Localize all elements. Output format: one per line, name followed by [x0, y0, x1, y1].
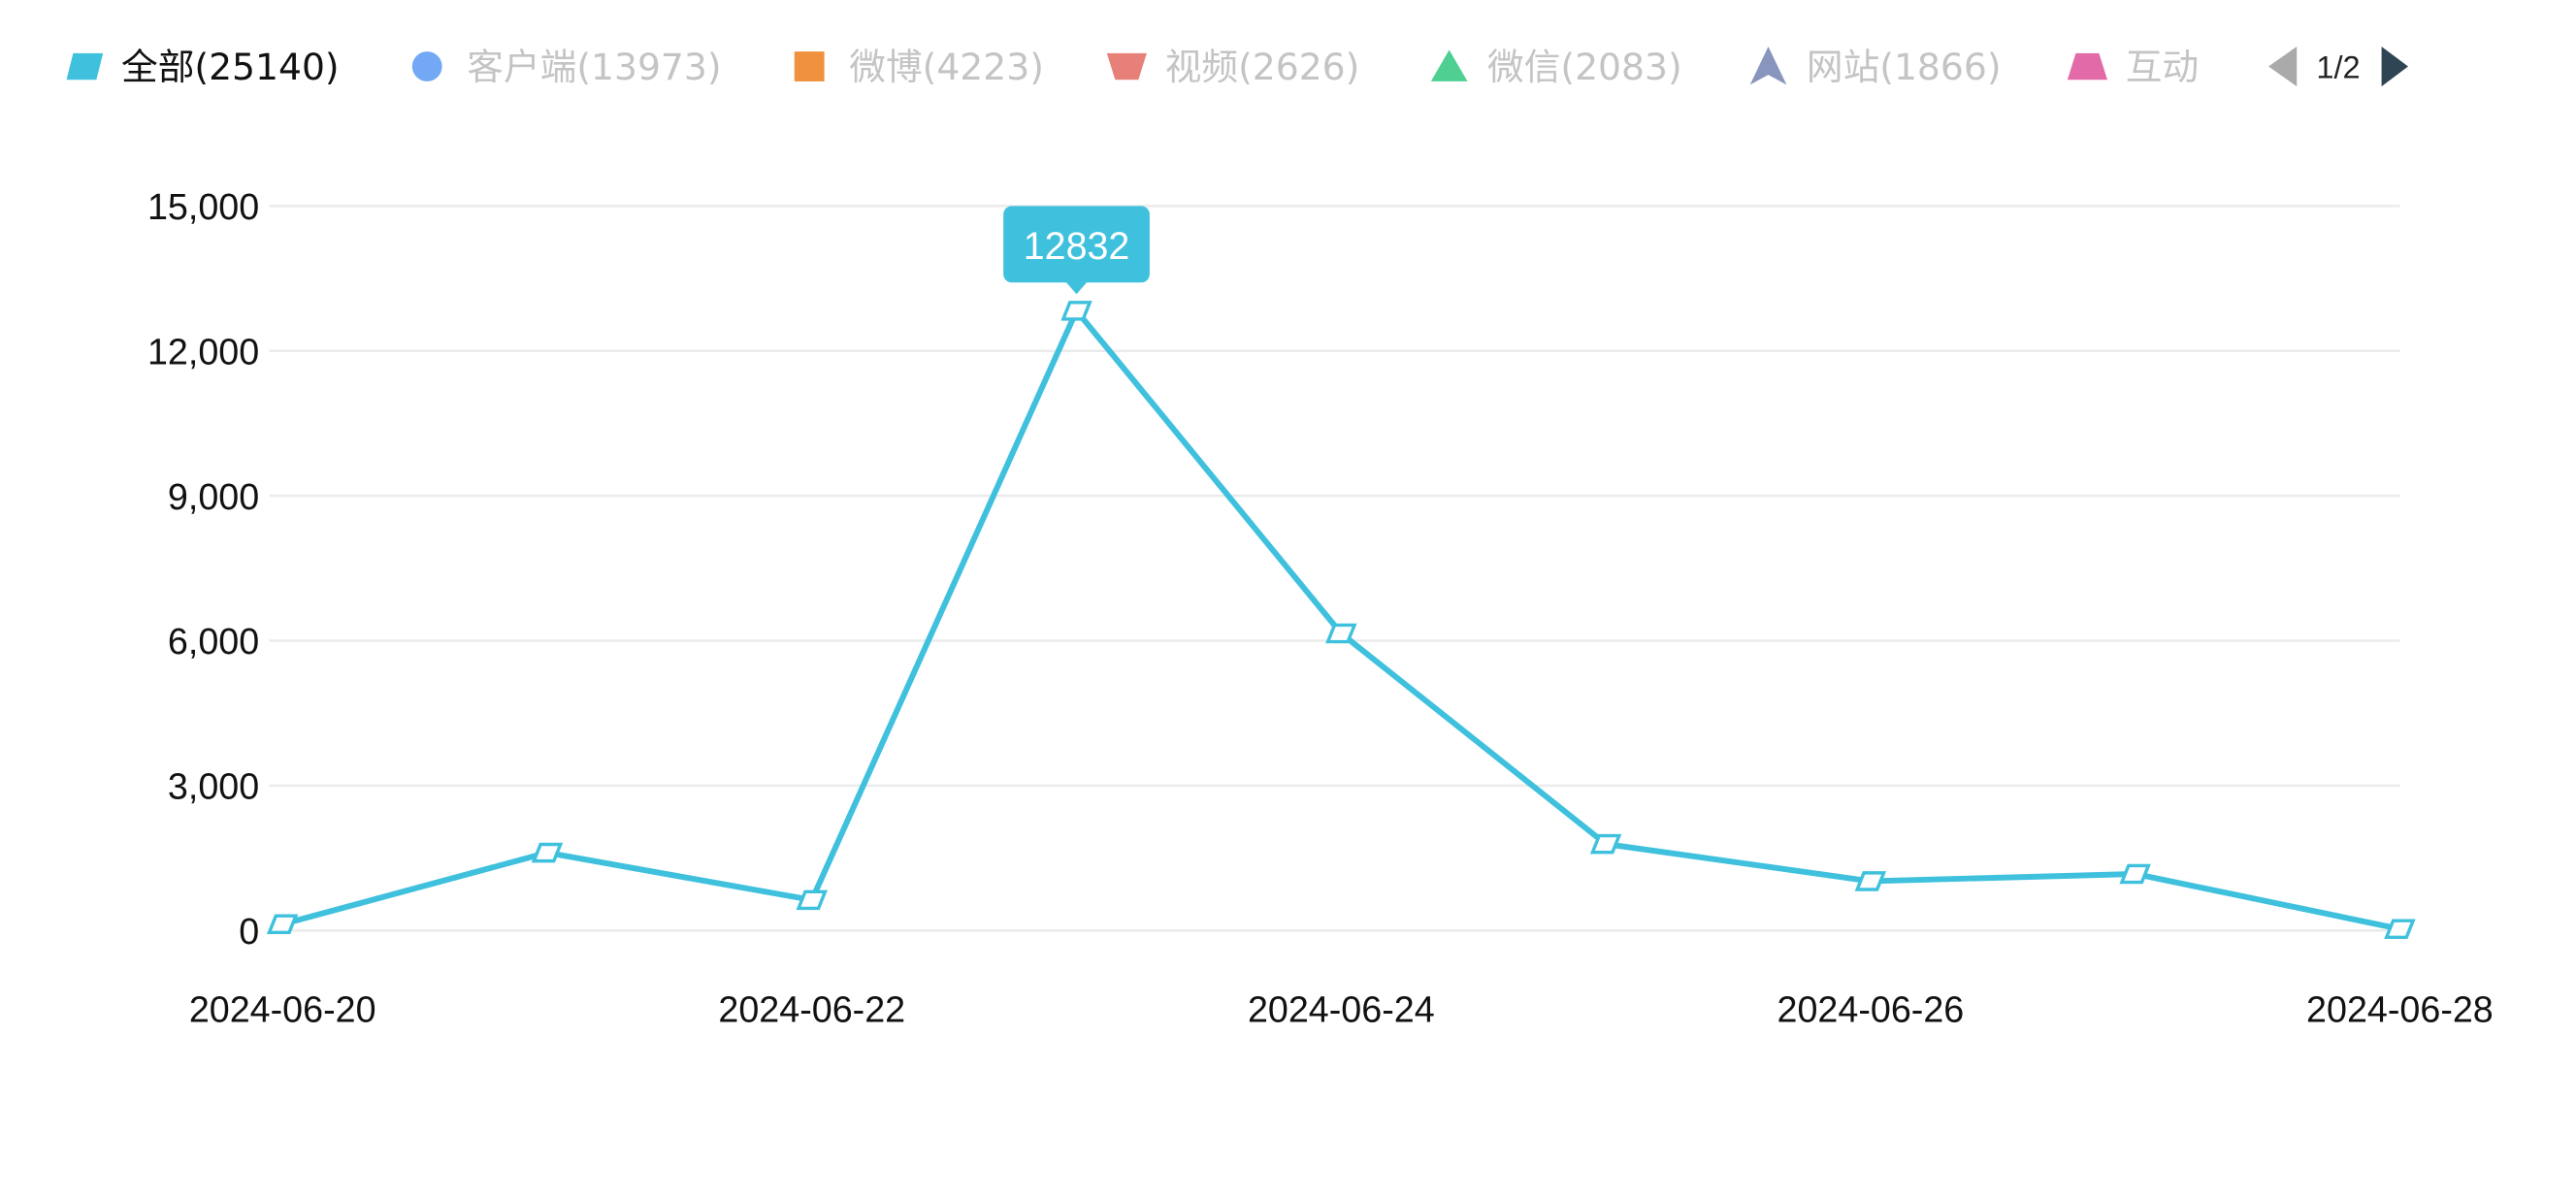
y-axis: 0 3,000 6,000 9,000 12,000 15,000 — [147, 186, 259, 952]
y-tick-label: 0 — [239, 911, 259, 952]
legend-label: 全部(25140) — [121, 46, 340, 88]
legend: 全部(25140) 客户端(13973) 微博(4223) 视频(2626) 微信(20… — [66, 46, 2199, 88]
x-tick-label: 2024-06-22 — [718, 988, 905, 1029]
legend-label: 客户端(13973) — [467, 46, 721, 88]
tooltip-box — [1003, 206, 1150, 283]
legend-inverted-trapezoid-icon — [1106, 52, 1147, 81]
legend-square-icon — [794, 51, 825, 81]
legend-item-7[interactable]: 互动 — [2067, 46, 2199, 88]
data-point[interactable] — [531, 842, 564, 863]
legend-item-5[interactable]: 微信(2083) — [1430, 46, 1682, 88]
legend-prev-page-icon[interactable] — [2268, 46, 2298, 87]
legend-triangle-icon — [1430, 49, 1468, 81]
legend-label: 网站(1866) — [1807, 46, 2002, 88]
legend-label: 微博(4223) — [849, 46, 1044, 88]
legend-label: 微信(2083) — [1487, 46, 1682, 88]
data-point[interactable] — [1060, 301, 1092, 321]
data-point[interactable] — [2119, 863, 2151, 885]
x-tick-label: 2024-06-26 — [1777, 988, 1965, 1029]
data-point[interactable] — [1854, 871, 1887, 891]
legend-arrow-icon — [1749, 46, 1787, 85]
legend-item-4[interactable]: 视频(2626) — [1106, 46, 1360, 88]
y-tick-label: 3,000 — [168, 766, 259, 807]
legend-item-2[interactable]: 客户端(13973) — [411, 46, 722, 88]
tooltip-value: 12832 — [1024, 225, 1130, 268]
legend-circle-icon — [411, 51, 442, 81]
tooltip: 12832 — [1003, 206, 1150, 295]
y-tick-label: 15,000 — [147, 186, 259, 227]
legend-next-page-icon[interactable] — [2381, 46, 2408, 87]
legend-parallelogram-icon — [66, 52, 104, 81]
legend-label: 互动 — [2126, 46, 2199, 88]
x-axis: 2024-06-20 2024-06-22 2024-06-24 2024-06-26… — [189, 988, 2494, 1029]
data-point[interactable] — [2384, 919, 2416, 940]
data-point[interactable] — [796, 889, 828, 911]
x-tick-label: 2024-06-28 — [2306, 988, 2494, 1029]
y-tick-label: 12,000 — [147, 331, 259, 372]
legend-item-6[interactable]: 网站(1866) — [1749, 46, 2002, 88]
legend-page-indicator: 1/2 — [2316, 50, 2360, 85]
data-point[interactable] — [266, 914, 299, 935]
x-tick-label: 2024-06-20 — [189, 988, 376, 1029]
legend-item-1[interactable]: 全部(25140) — [66, 46, 340, 88]
data-point[interactable] — [1325, 623, 1357, 644]
x-tick-label: 2024-06-24 — [1248, 988, 1435, 1029]
legend-pager: 1/2 — [2268, 46, 2408, 87]
y-tick-label: 6,000 — [168, 621, 259, 662]
legend-label: 视频(2626) — [1165, 46, 1360, 88]
grid — [269, 205, 2400, 932]
legend-item-3[interactable]: 微博(4223) — [794, 46, 1044, 88]
y-tick-label: 9,000 — [168, 476, 259, 517]
series-line — [281, 307, 2401, 932]
legend-trapezoid-icon — [2067, 52, 2107, 81]
tooltip-pointer — [1064, 280, 1089, 295]
series — [266, 301, 2416, 940]
data-point[interactable] — [1589, 833, 1622, 855]
